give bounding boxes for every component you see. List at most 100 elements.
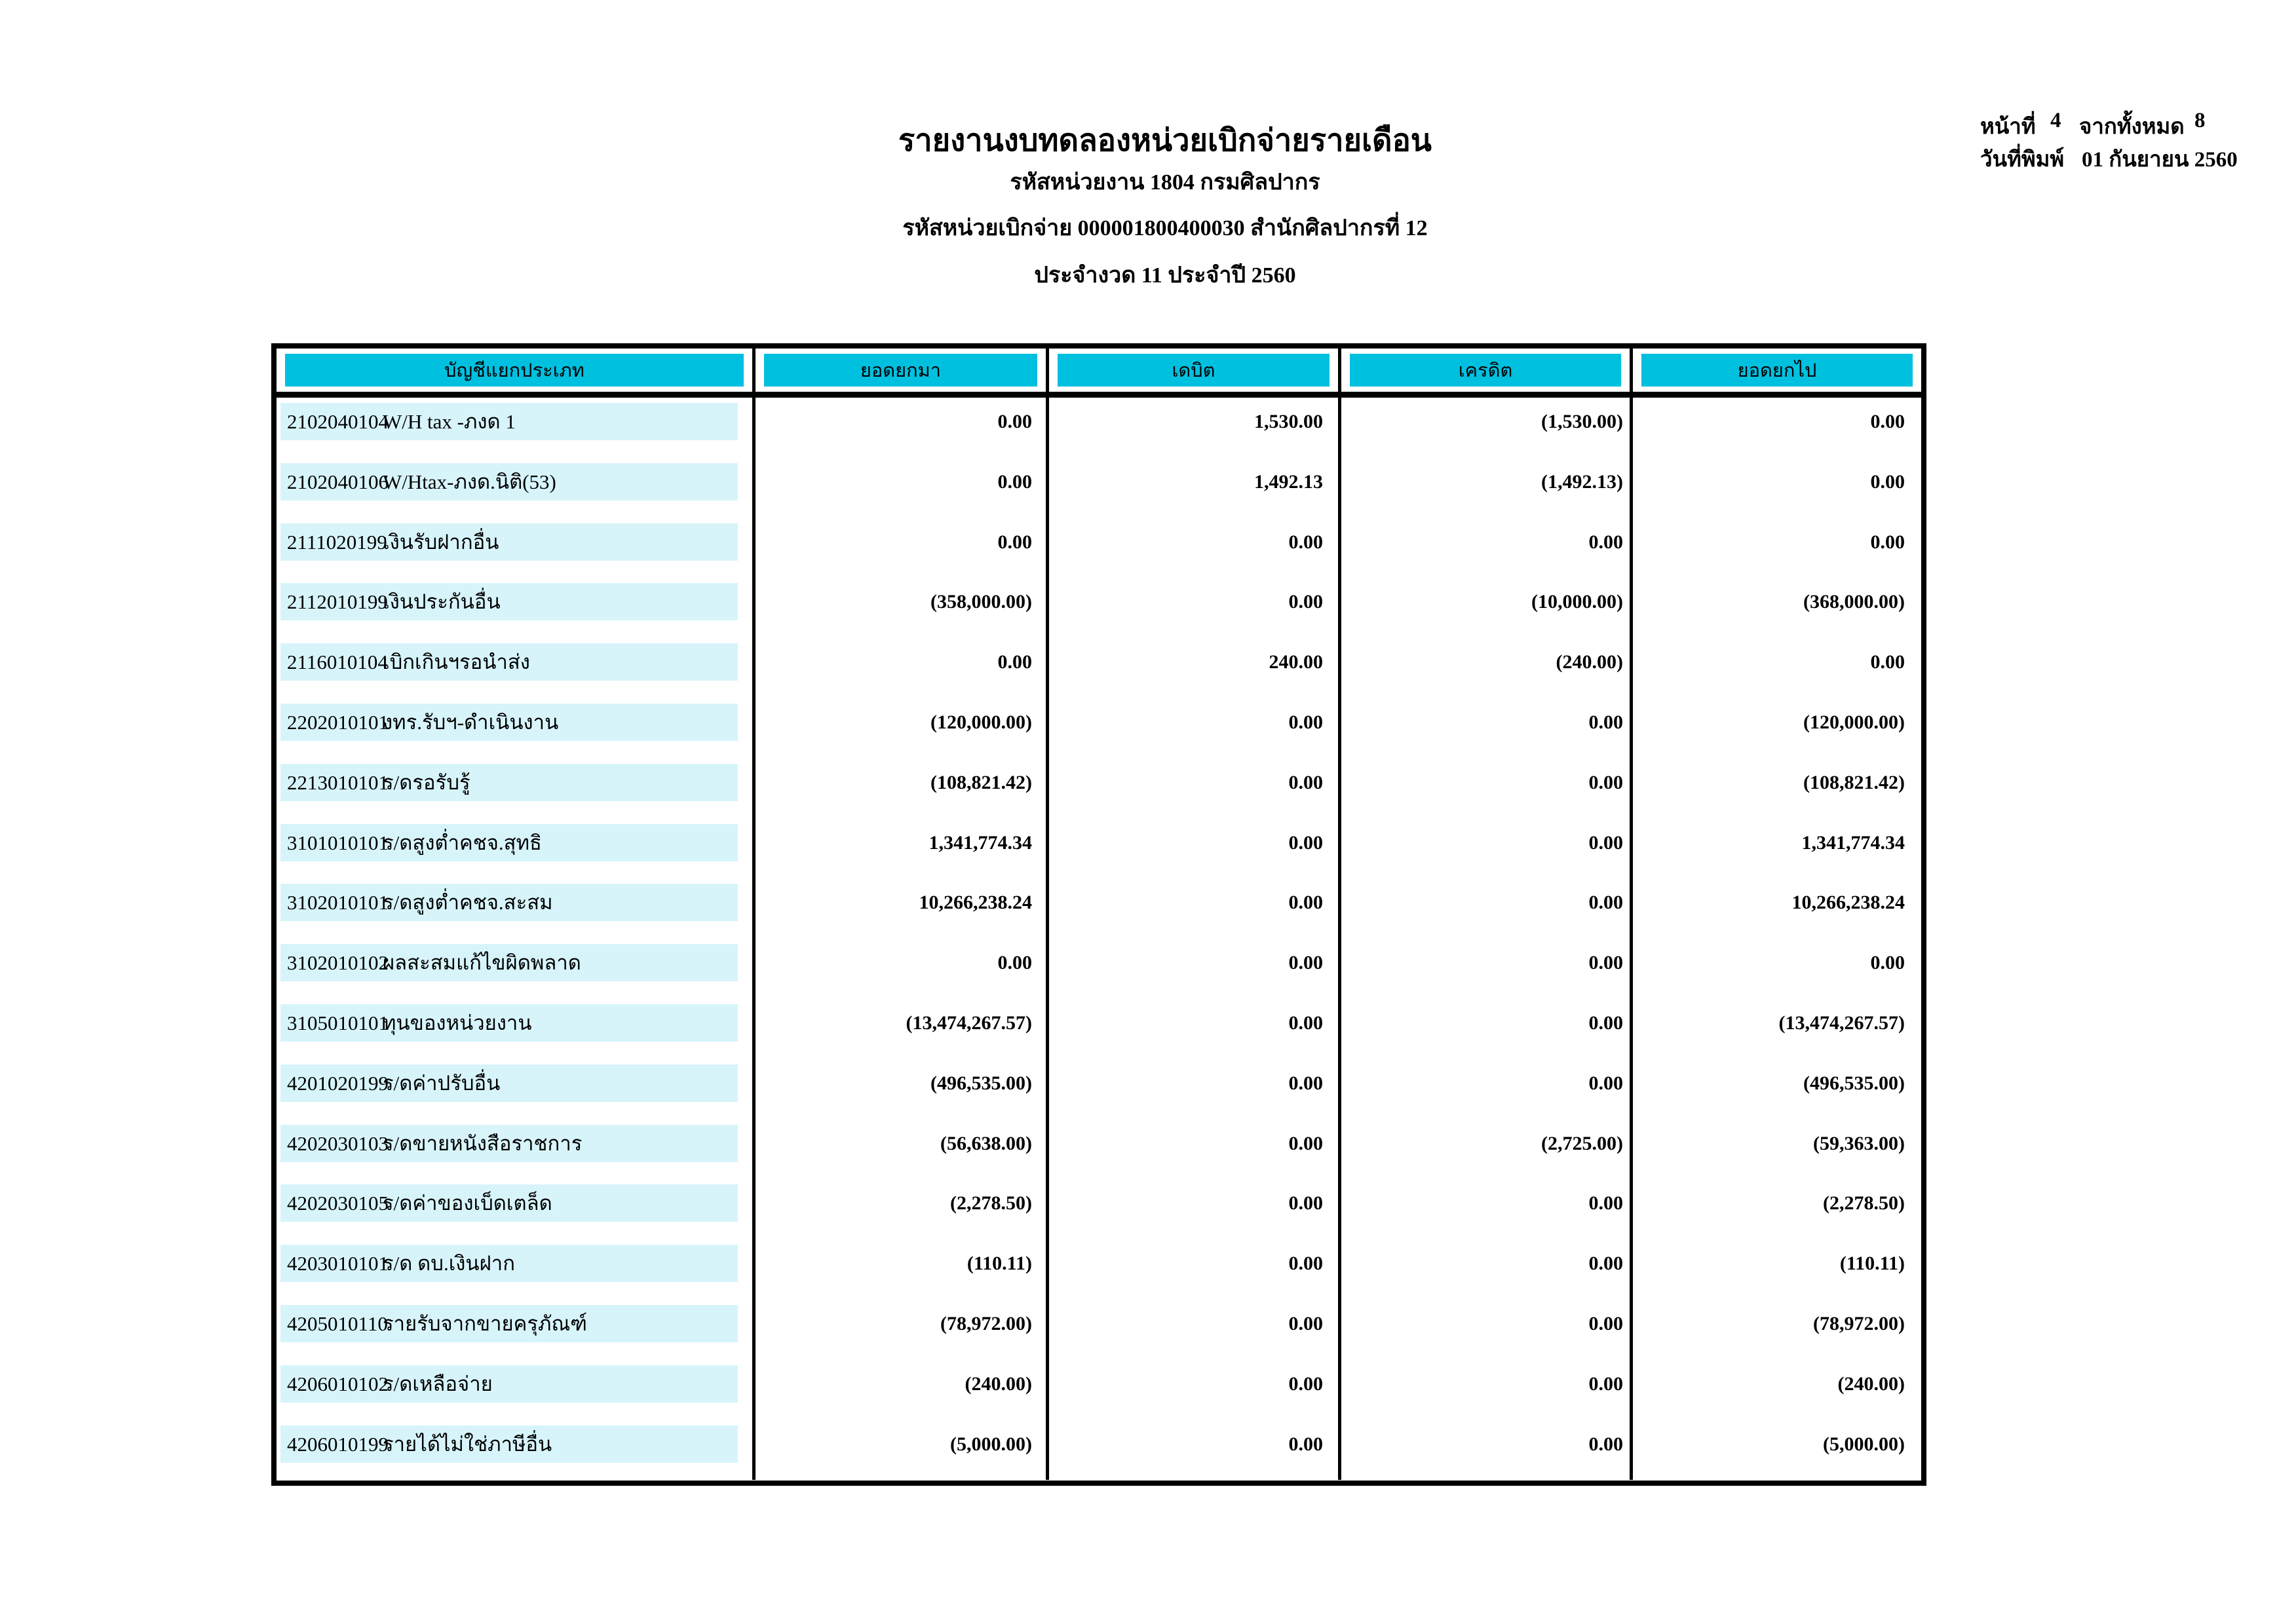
table-row: 4205010110 รายรับจากขายครุภัณฑ์ (78,972.… [277,1299,1921,1360]
debit-cell: 0.00 [1046,998,1338,1059]
account-cell: 4203010101 ร/ด ดบ.เงินฝาก [277,1239,752,1300]
debit-value: 0.00 [1288,771,1324,793]
debit-value: 0.00 [1288,591,1324,613]
account-code: 4206010102 [287,1372,389,1395]
carry-forward-cell: 0.00 [752,939,1046,999]
debit-cell: 0.00 [1046,1059,1338,1120]
balance-value: (5,000.00) [1823,1433,1905,1455]
account-row-band: 4206010102 ร/ดเหลือจ่าย [280,1365,738,1403]
debit-cell: 0.00 [1046,758,1338,819]
debit-value: 0.00 [1288,711,1324,733]
account-row-band: 4206010199 รายได้ไม่ใช่ภาษีอื่น [280,1425,738,1463]
carry-forward-cell: (240.00) [752,1359,1046,1420]
balance-cell: (120,000.00) [1630,698,1921,759]
header-label-carry-forward: ยอดยกมา [764,354,1037,387]
trial-balance-table: บัญชีแยกประเภท ยอดยกมา เดบิต เครดิต ยอดย… [271,343,1926,1486]
account-name: W/Htax-ภงด.นิติ(53) [383,470,556,493]
credit-value: 0.00 [1588,831,1624,854]
header-label-account: บัญชีแยกประเภท [285,354,744,387]
debit-value: 0.00 [1288,1072,1324,1094]
account-row-band: 2102040104 W/H tax -ภงด 1 [280,403,738,440]
credit-value: (10,000.00) [1531,591,1623,613]
carry-forward-value: (110.11) [966,1253,1032,1275]
carry-forward-cell: (110.11) [752,1239,1046,1300]
credit-value: 0.00 [1588,771,1624,793]
account-row-band: 3102010101 ร/ดสูงต่ำคชจ.สะสม [280,884,738,922]
debit-cell: 0.00 [1046,578,1338,639]
carry-forward-value: (56,638.00) [940,1132,1032,1154]
carry-forward-cell: 1,341,774.34 [752,818,1046,879]
account-code: 4202030103 [287,1131,389,1155]
table-row: 3102010101 ร/ดสูงต่ำคชจ.สะสม 10,266,238.… [277,878,1921,939]
carry-forward-value: (13,474,267.57) [906,1011,1032,1034]
table-row: 4206010102 ร/ดเหลือจ่าย (240.00) 0.00 0.… [277,1359,1921,1420]
debit-value: 1,492.13 [1254,470,1323,493]
account-name: ร/ดสูงต่ำคชจ.สะสม [383,891,553,915]
carry-forward-value: 0.00 [997,470,1033,493]
credit-cell: 0.00 [1338,1299,1630,1360]
credit-cell: 0.00 [1338,939,1630,999]
credit-cell: 0.00 [1338,1179,1630,1240]
page-number-value: 4 [2050,109,2061,132]
account-row-band: 2111020199 เงินรับฝากอื่น [280,523,738,561]
credit-cell: 0.00 [1338,1420,1630,1481]
debit-cell: 0.00 [1046,818,1338,879]
header-cell-balance: ยอดยกไป [1630,349,1921,392]
account-name: ร/ดสูงต่ำคชจ.สุทธิ [383,831,542,854]
carry-forward-value: (496,535.00) [930,1072,1032,1094]
carry-forward-cell: (108,821.42) [752,758,1046,819]
account-row-band: 3105010101 ทุนของหน่วยงาน [280,1004,738,1042]
table-row: 2102040106 W/Htax-ภงด.นิติ(53) 0.00 1,49… [277,457,1921,518]
balance-value: 0.00 [1870,411,1905,432]
balance-cell: (368,000.00) [1630,578,1921,639]
debit-value: 0.00 [1288,1192,1324,1215]
account-cell: 4206010199 รายได้ไม่ใช่ภาษีอื่น [277,1420,752,1481]
debit-cell: 1,492.13 [1046,457,1338,518]
header-cell-credit: เครดิต [1338,349,1630,392]
header-label-balance: ยอดยกไป [1641,354,1913,387]
account-row-band: 4205010110 รายรับจากขายครุภัณฑ์ [280,1304,738,1342]
credit-cell: (10,000.00) [1338,578,1630,639]
debit-cell: 0.00 [1046,518,1338,578]
credit-value: 0.00 [1588,1072,1624,1094]
page-info: หน้าที่ 4 จากทั้งหมด 8 วันที่พิมพ์ 01 กั… [1980,109,2282,187]
account-cell: 3102010101 ร/ดสูงต่ำคชจ.สะสม [277,878,752,939]
account-code: 2102040104 [287,410,389,433]
balance-cell: (5,000.00) [1630,1420,1921,1481]
debit-cell: 0.00 [1046,878,1338,939]
carry-forward-value: 0.00 [997,411,1033,432]
debit-value: 0.00 [1288,531,1324,553]
credit-value: (240.00) [1556,651,1623,673]
account-cell: 4202030105 ร/ดค่าของเบ็ดเตล็ด [277,1179,752,1239]
header-cell-carry-forward: ยอดยกมา [752,349,1046,392]
carry-forward-cell: 0.00 [752,457,1046,518]
account-row-band: 3101010101 ร/ดสูงต่ำคชจ.สุทธิ [280,823,738,861]
account-cell: 3102010102 ผลสะสมแก้ไขผิดพลาด [277,939,752,999]
table-row: 2112010199 เงินประกันอื่น (358,000.00) 0… [277,578,1921,639]
credit-value: 0.00 [1588,711,1624,733]
account-code: 3101010101 [287,831,389,854]
balance-value: (2,278.50) [1823,1192,1905,1215]
credit-value: 0.00 [1588,1312,1624,1334]
total-pages-value: 8 [2194,109,2206,132]
account-name: ทุนของหน่วยงาน [383,1011,532,1034]
header-cell-debit: เดบิต [1046,349,1338,392]
balance-cell: (2,278.50) [1630,1179,1921,1240]
account-row-band: 2112010199 เงินประกันอื่น [280,583,738,621]
account-name: ร/ด ดบ.เงินฝาก [383,1252,515,1275]
debit-value: 0.00 [1288,831,1324,854]
credit-cell: (2,725.00) [1338,1119,1630,1180]
carry-forward-cell: (120,000.00) [752,698,1046,759]
balance-cell: 1,341,774.34 [1630,818,1921,879]
header-label-credit: เครดิต [1350,354,1621,387]
account-code: 3102010102 [287,951,389,975]
balance-value: (110.11) [1839,1253,1905,1275]
account-code: 4203010101 [287,1252,389,1275]
table-row: 2116010104 เบิกเกินฯรอนำส่ง 0.00 240.00 … [277,638,1921,698]
balance-value: 1,341,774.34 [1801,831,1905,854]
balance-cell: (496,535.00) [1630,1059,1921,1120]
account-name: ผลสะสมแก้ไขผิดพลาด [383,951,581,975]
carry-forward-cell: (2,278.50) [752,1179,1046,1240]
debit-cell: 0.00 [1046,1299,1338,1360]
header-separator-line [277,392,1921,398]
